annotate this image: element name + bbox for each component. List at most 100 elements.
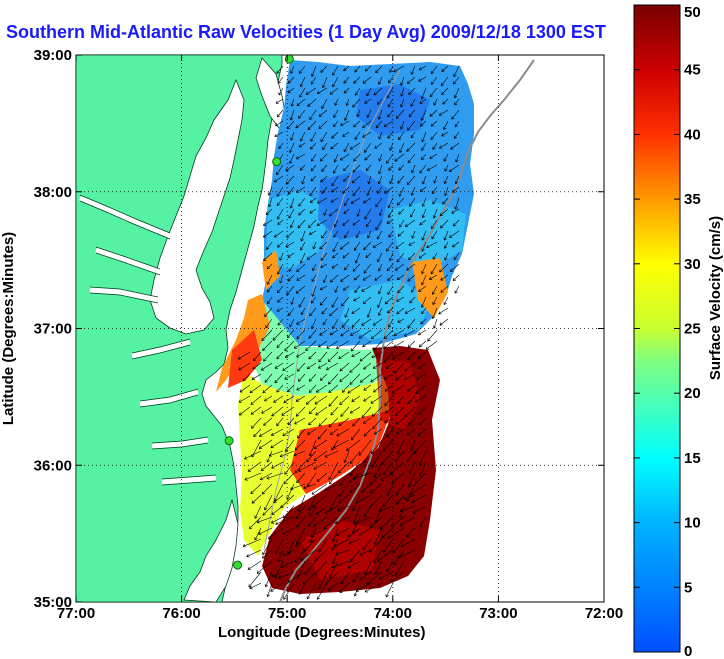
velocity-arrow [333, 120, 339, 128]
velocity-arrow [403, 494, 416, 500]
velocity-arrow [262, 505, 273, 516]
velocity-arrow [306, 582, 317, 600]
velocity-arrow [266, 241, 273, 250]
velocity-arrow [377, 296, 383, 308]
velocity-arrow [352, 164, 361, 173]
velocity-arrow [406, 450, 416, 463]
velocity-arrow [289, 197, 295, 209]
velocity-arrow [262, 384, 273, 394]
x-tick-label: 73:00 [479, 605, 517, 622]
velocity-arrow [358, 439, 372, 456]
velocity-arrow [439, 318, 449, 326]
velocity-arrow [266, 263, 273, 270]
velocity-arrow [264, 494, 273, 511]
velocity-arrow [369, 516, 383, 529]
velocity-arrow [319, 241, 328, 250]
velocity-arrow [318, 571, 328, 590]
velocity-arrow [407, 395, 416, 405]
velocity-arrow [396, 395, 405, 404]
velocity-arrow [329, 307, 339, 317]
velocity-arrow [369, 483, 383, 494]
velocity-arrow [403, 329, 416, 337]
velocity-arrow [440, 274, 449, 281]
velocity-arrow [250, 483, 262, 495]
velocity-arrow [351, 494, 361, 512]
velocity-arrow [414, 395, 427, 403]
velocity-arrow [311, 65, 317, 77]
velocity-arrow [378, 208, 383, 216]
velocity-arrow [408, 241, 416, 246]
velocity-arrow [407, 318, 416, 329]
velocity-arrow [399, 505, 416, 513]
velocity-arrow [390, 516, 405, 528]
velocity-arrow [442, 197, 449, 205]
velocity-arrow [394, 153, 405, 162]
velocity-arrow [394, 560, 405, 577]
velocity-arrow [444, 164, 449, 172]
velocity-arrow [335, 549, 350, 556]
velocity-arrow [440, 285, 449, 293]
velocity-arrow [367, 175, 372, 185]
velocity-arrow [363, 362, 372, 370]
velocity-arrow [343, 87, 350, 94]
velocity-arrow [282, 527, 295, 535]
velocity-arrow [444, 186, 449, 197]
velocity-arrow [409, 483, 427, 496]
velocity-arrow [333, 538, 350, 548]
x-tick-label: 75:00 [268, 605, 306, 622]
velocity-arrow [309, 230, 317, 235]
velocity-arrow [336, 527, 350, 536]
velocity-arrow [432, 197, 438, 205]
velocity-arrow [420, 318, 427, 325]
velocity-arrow [320, 263, 328, 268]
velocity-arrow [376, 252, 383, 263]
velocity-arrow [311, 285, 317, 297]
velocity-arrow [276, 307, 284, 312]
velocity-arrow [297, 362, 306, 372]
velocity-arrow [279, 252, 284, 261]
velocity-arrow [340, 406, 350, 417]
velocity-arrow [353, 153, 361, 162]
velocity-arrow [333, 439, 350, 449]
velocity-arrow [408, 87, 416, 95]
velocity-arrow [433, 175, 438, 184]
velocity-arrow [310, 76, 317, 85]
velocity-arrow [320, 131, 328, 143]
velocity-green-band [250, 300, 410, 396]
velocity-arrow [262, 340, 273, 351]
velocity-arrow [340, 329, 350, 337]
velocity-arrow [293, 340, 306, 349]
velocity-arrow [305, 395, 317, 405]
velocity-arrow [267, 186, 273, 196]
velocity-arrow [327, 582, 339, 591]
velocity-arrow [331, 439, 339, 451]
velocity-arrow [373, 527, 383, 545]
velocity-arrow [361, 483, 372, 493]
velocity-arrow [352, 263, 361, 272]
velocity-arrow [363, 197, 372, 204]
velocity-arrow [431, 307, 438, 319]
velocity-arrow [285, 164, 295, 172]
velocity-arrow [381, 527, 394, 539]
velocity-arrow [377, 109, 383, 120]
velocity-arrow [352, 219, 361, 226]
velocity-arrow [308, 219, 317, 229]
velocity-arrow [313, 439, 328, 449]
velocity-arrow [324, 483, 339, 491]
velocity-arrow [404, 373, 416, 381]
velocity-arrow [406, 428, 416, 436]
velocity-arrow [273, 494, 284, 504]
velocity-arrow [260, 461, 273, 472]
velocity-arrow [305, 87, 317, 95]
velocity-arrow [352, 571, 361, 583]
velocity-arrow [387, 285, 394, 295]
velocity-arrow [274, 362, 284, 369]
colorbar-label: Surface Velocity (cm/s) [707, 216, 724, 380]
velocity-arrow [372, 417, 383, 430]
velocity-arrow [274, 538, 284, 555]
velocity-arrow [418, 76, 427, 82]
velocity-arrow [306, 362, 317, 370]
velocity-arrow [309, 307, 317, 317]
velocity-arrow [407, 153, 416, 164]
x-tick-label: 76:00 [162, 605, 200, 622]
